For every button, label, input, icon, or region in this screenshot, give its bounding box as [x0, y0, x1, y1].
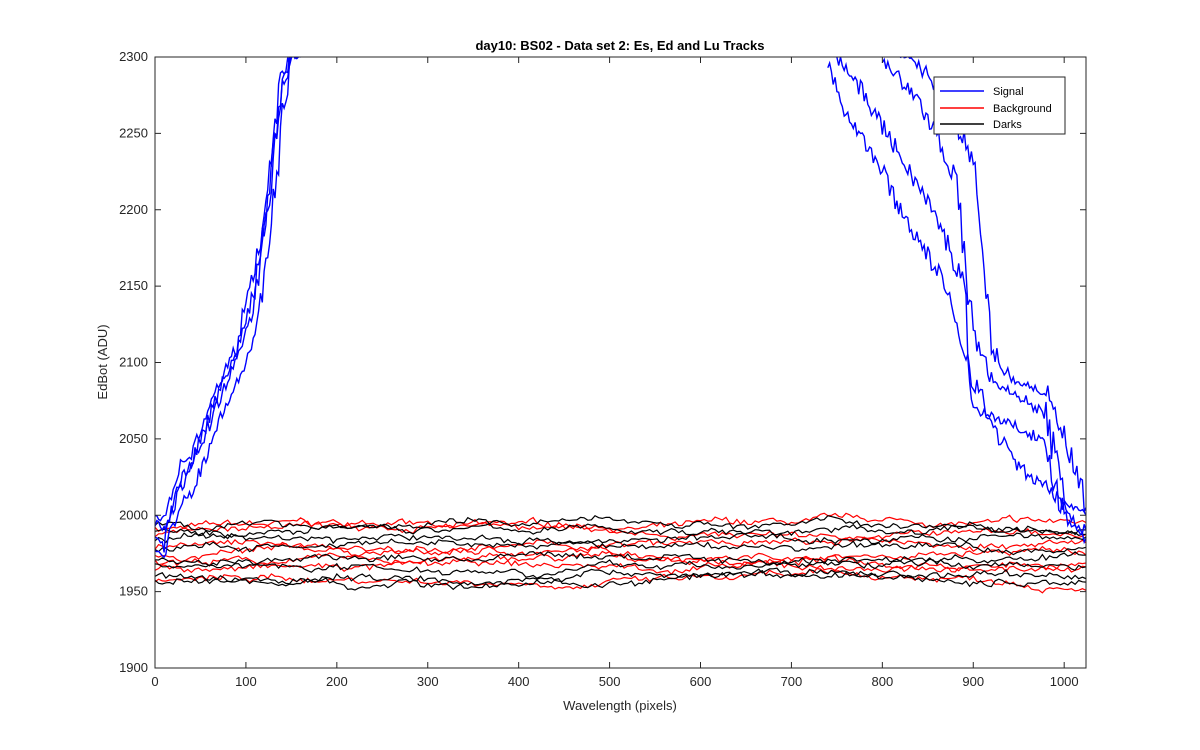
series-layer	[155, 57, 1086, 594]
tick-layer: 0 100 200 300 400 500 600 700 800 900 1000 1900 1950…	[119, 49, 1086, 689]
y-axis-label: EdBot (ADU)	[95, 324, 110, 399]
darks-line-2	[155, 532, 1086, 546]
legend: Signal Background Darks	[933, 76, 1066, 135]
x-tick-label: 1000	[1050, 674, 1079, 689]
x-tick-label: 0	[151, 674, 158, 689]
y-tick-label: 2050	[119, 431, 148, 446]
darks-line-6	[155, 568, 1086, 586]
y-tick-label: 2000	[119, 507, 148, 522]
legend-label-darks: Darks	[993, 119, 1022, 131]
x-tick-label: 900	[962, 674, 984, 689]
x-tick-label: 600	[690, 674, 712, 689]
y-tick-label: 2300	[119, 49, 148, 64]
y-tick-label: 2100	[119, 355, 148, 370]
signal-line-2	[155, 57, 292, 559]
x-tick-label: 800	[871, 674, 893, 689]
plot-area: 0 100 200 300 400 500 600 700 800 900 1000 1900 1950…	[119, 49, 1087, 689]
signal-line-4	[827, 60, 1086, 536]
darks-line-1	[155, 522, 1086, 540]
signal-line-6	[881, 57, 1086, 516]
y-tick-label: 1900	[119, 660, 148, 675]
darks-line-0	[155, 514, 1086, 537]
x-tick-label: 500	[599, 674, 621, 689]
axes-box	[154, 56, 1087, 669]
darks-line-3	[155, 538, 1086, 556]
x-tick-label: 700	[781, 674, 803, 689]
background-line-1	[155, 541, 1086, 566]
signal-line-5	[836, 57, 1086, 545]
legend-label-background: Background	[993, 103, 1052, 115]
signal-line-0	[155, 57, 301, 522]
chart-title: day10: BS02 - Data set 2: Es, Ed and Lu …	[475, 38, 764, 53]
background-line-6	[155, 536, 1086, 556]
background-line-5	[155, 518, 1086, 542]
signal-line-1	[155, 57, 301, 553]
legend-label-signal: Signal	[993, 86, 1024, 98]
signal-line-7	[899, 57, 1086, 512]
signal-line-3	[155, 57, 292, 535]
x-axis-label: Wavelength (pixels)	[563, 698, 677, 713]
x-tick-label: 400	[508, 674, 530, 689]
x-tick-label: 100	[235, 674, 257, 689]
darks-line-7	[155, 567, 1086, 591]
y-tick-label: 2150	[119, 278, 148, 293]
background-line-3	[155, 557, 1086, 576]
y-tick-label: 1950	[119, 584, 148, 599]
x-tick-label: 300	[417, 674, 439, 689]
x-tick-label: 200	[326, 674, 348, 689]
y-tick-label: 2200	[119, 202, 148, 217]
darks-line-5	[155, 558, 1086, 579]
y-tick-label: 2250	[119, 125, 148, 140]
